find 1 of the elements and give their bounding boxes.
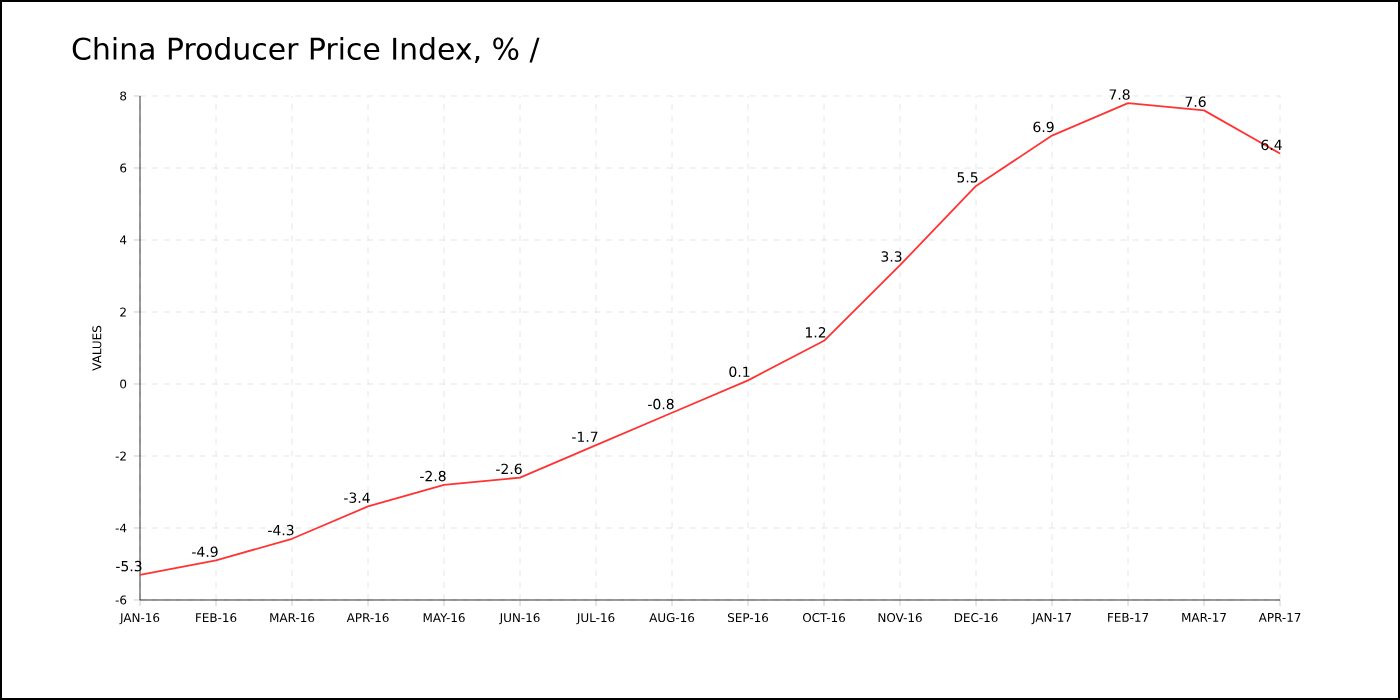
chart-title: China Producer Price Index, % / bbox=[72, 36, 540, 64]
